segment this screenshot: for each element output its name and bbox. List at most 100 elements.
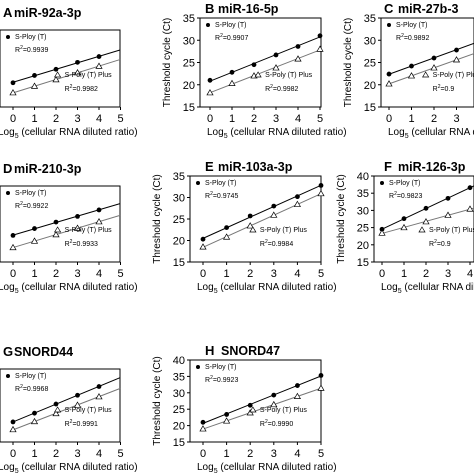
regression-line bbox=[12, 377, 121, 423]
data-point-triangle bbox=[73, 224, 82, 231]
y-tick-label: 30 bbox=[357, 205, 369, 217]
data-point-triangle bbox=[400, 223, 408, 231]
y-tick-label: 15 bbox=[173, 257, 185, 269]
x-tick-label: 5 bbox=[318, 268, 324, 280]
data-point-triangle bbox=[466, 205, 474, 212]
data-point-circle bbox=[431, 55, 437, 61]
x-axis-label: Log5 (cellular RNA diluted ratio) bbox=[207, 127, 347, 140]
y-tick-label: 30 bbox=[173, 193, 185, 205]
legend-label: S-Ploy (T) bbox=[15, 373, 47, 380]
x-tick-label: 2 bbox=[423, 268, 429, 280]
panel-title: miR-210-3p bbox=[14, 162, 82, 176]
r-squared-label: R2=0.9982 bbox=[265, 84, 298, 93]
regression-line bbox=[381, 207, 474, 234]
data-point-triangle bbox=[73, 69, 82, 76]
regression-line bbox=[12, 59, 121, 94]
data-point-triangle bbox=[316, 45, 324, 52]
data-point-circle bbox=[423, 205, 429, 211]
data-point-circle bbox=[75, 392, 80, 398]
regression-line bbox=[202, 387, 322, 430]
data-point-circle bbox=[75, 59, 80, 65]
data-point-circle bbox=[445, 195, 451, 201]
legend-marker-circle bbox=[6, 35, 10, 39]
legend-marker-circle bbox=[380, 181, 384, 185]
y-tick-label: 20 bbox=[183, 80, 195, 92]
data-point-triangle bbox=[9, 89, 17, 96]
panel-letter: G bbox=[3, 344, 13, 359]
plot-frame bbox=[189, 359, 322, 443]
data-point-circle bbox=[10, 233, 16, 238]
y-tick-label: 35 bbox=[173, 171, 185, 183]
x-tick-label: 0 bbox=[200, 448, 206, 460]
data-point-circle bbox=[271, 203, 277, 209]
x-tick-label: 0 bbox=[386, 113, 392, 125]
y-tick-label: 35 bbox=[183, 13, 195, 25]
data-point-circle bbox=[10, 419, 16, 425]
data-point-circle bbox=[379, 226, 385, 232]
x-tick-label: 4 bbox=[294, 448, 300, 460]
legend-marker-triangle bbox=[254, 71, 262, 78]
data-point-triangle bbox=[95, 218, 103, 225]
plot-frame bbox=[199, 17, 322, 108]
regression-line bbox=[388, 42, 474, 75]
panel-letter: E bbox=[205, 159, 214, 174]
y-axis-label: Threshold cycle (Ct) bbox=[152, 174, 163, 263]
y-tick-label: 30 bbox=[173, 388, 185, 400]
legend-label: S-Poly (T) Plus bbox=[260, 227, 308, 234]
legend-label: S-Ploy (T) bbox=[15, 34, 47, 41]
r-squared-label: R2=0.9923 bbox=[205, 375, 238, 384]
x-tick-label: 4 bbox=[96, 268, 102, 280]
panel-letter: F bbox=[384, 159, 392, 174]
x-tick-label: 1 bbox=[408, 113, 414, 125]
x-tick-label: 3 bbox=[453, 113, 459, 125]
x-tick-label: 5 bbox=[317, 113, 323, 125]
data-point-triangle bbox=[317, 189, 325, 197]
y-axis-label: Threshold cycle (Ct) bbox=[343, 18, 354, 107]
y-tick-label: 25 bbox=[357, 223, 369, 235]
y-tick-label: 25 bbox=[173, 214, 185, 226]
y-tick-label: 30 bbox=[364, 35, 376, 47]
regression-line bbox=[12, 49, 121, 83]
data-point-triangle bbox=[52, 409, 60, 417]
x-tick-label: 0 bbox=[200, 268, 206, 280]
data-point-triangle bbox=[228, 79, 236, 86]
x-axis-label: Log5 (cellular RNA diluted ratio) bbox=[0, 127, 138, 140]
regression-line bbox=[12, 388, 121, 431]
x-tick-label: 5 bbox=[117, 448, 123, 460]
legend-marker-circle bbox=[196, 365, 200, 369]
y-tick-label: 35 bbox=[364, 13, 376, 25]
data-point-circle bbox=[53, 66, 59, 72]
x-tick-label: 2 bbox=[251, 113, 257, 125]
r-squared-label: R2=0.9984 bbox=[260, 239, 293, 248]
data-point-triangle bbox=[270, 211, 278, 218]
legend-label: S-Poly (T) Plus bbox=[260, 407, 308, 414]
data-point-circle bbox=[96, 54, 102, 59]
legend-marker-circle bbox=[196, 181, 200, 185]
x-tick-label: 5 bbox=[117, 113, 123, 125]
data-point-triangle bbox=[246, 222, 254, 229]
legend-label: S-Poly (T) Plus bbox=[65, 227, 113, 234]
data-point-triangle bbox=[444, 211, 452, 218]
data-point-triangle bbox=[222, 233, 231, 240]
plot-frame bbox=[0, 368, 121, 443]
data-point-circle bbox=[200, 236, 206, 242]
plot-frame bbox=[373, 175, 474, 263]
x-tick-label: 0 bbox=[379, 268, 385, 280]
x-tick-label: 4 bbox=[295, 113, 301, 125]
legend-label: S-Poly (T) Plus bbox=[65, 407, 113, 414]
data-point-triangle bbox=[430, 64, 438, 71]
r-squared-label: R2=0.9892 bbox=[396, 33, 429, 42]
regression-line bbox=[12, 203, 121, 236]
data-point-triangle bbox=[30, 237, 39, 244]
r-squared-label: R2=0.9933 bbox=[65, 239, 98, 248]
data-point-triangle bbox=[272, 64, 280, 71]
data-point-triangle bbox=[206, 89, 214, 96]
x-tick-label: 4 bbox=[96, 448, 102, 460]
r-squared-label: R2=0.9982 bbox=[65, 84, 98, 93]
y-tick-label: 40 bbox=[357, 171, 369, 183]
y-tick-label: 15 bbox=[357, 257, 369, 269]
plot-frame bbox=[380, 17, 474, 108]
data-point-triangle bbox=[422, 218, 430, 225]
legend-label: S-Poly (T) Plus bbox=[433, 72, 474, 79]
y-tick-label: 20 bbox=[173, 236, 185, 248]
